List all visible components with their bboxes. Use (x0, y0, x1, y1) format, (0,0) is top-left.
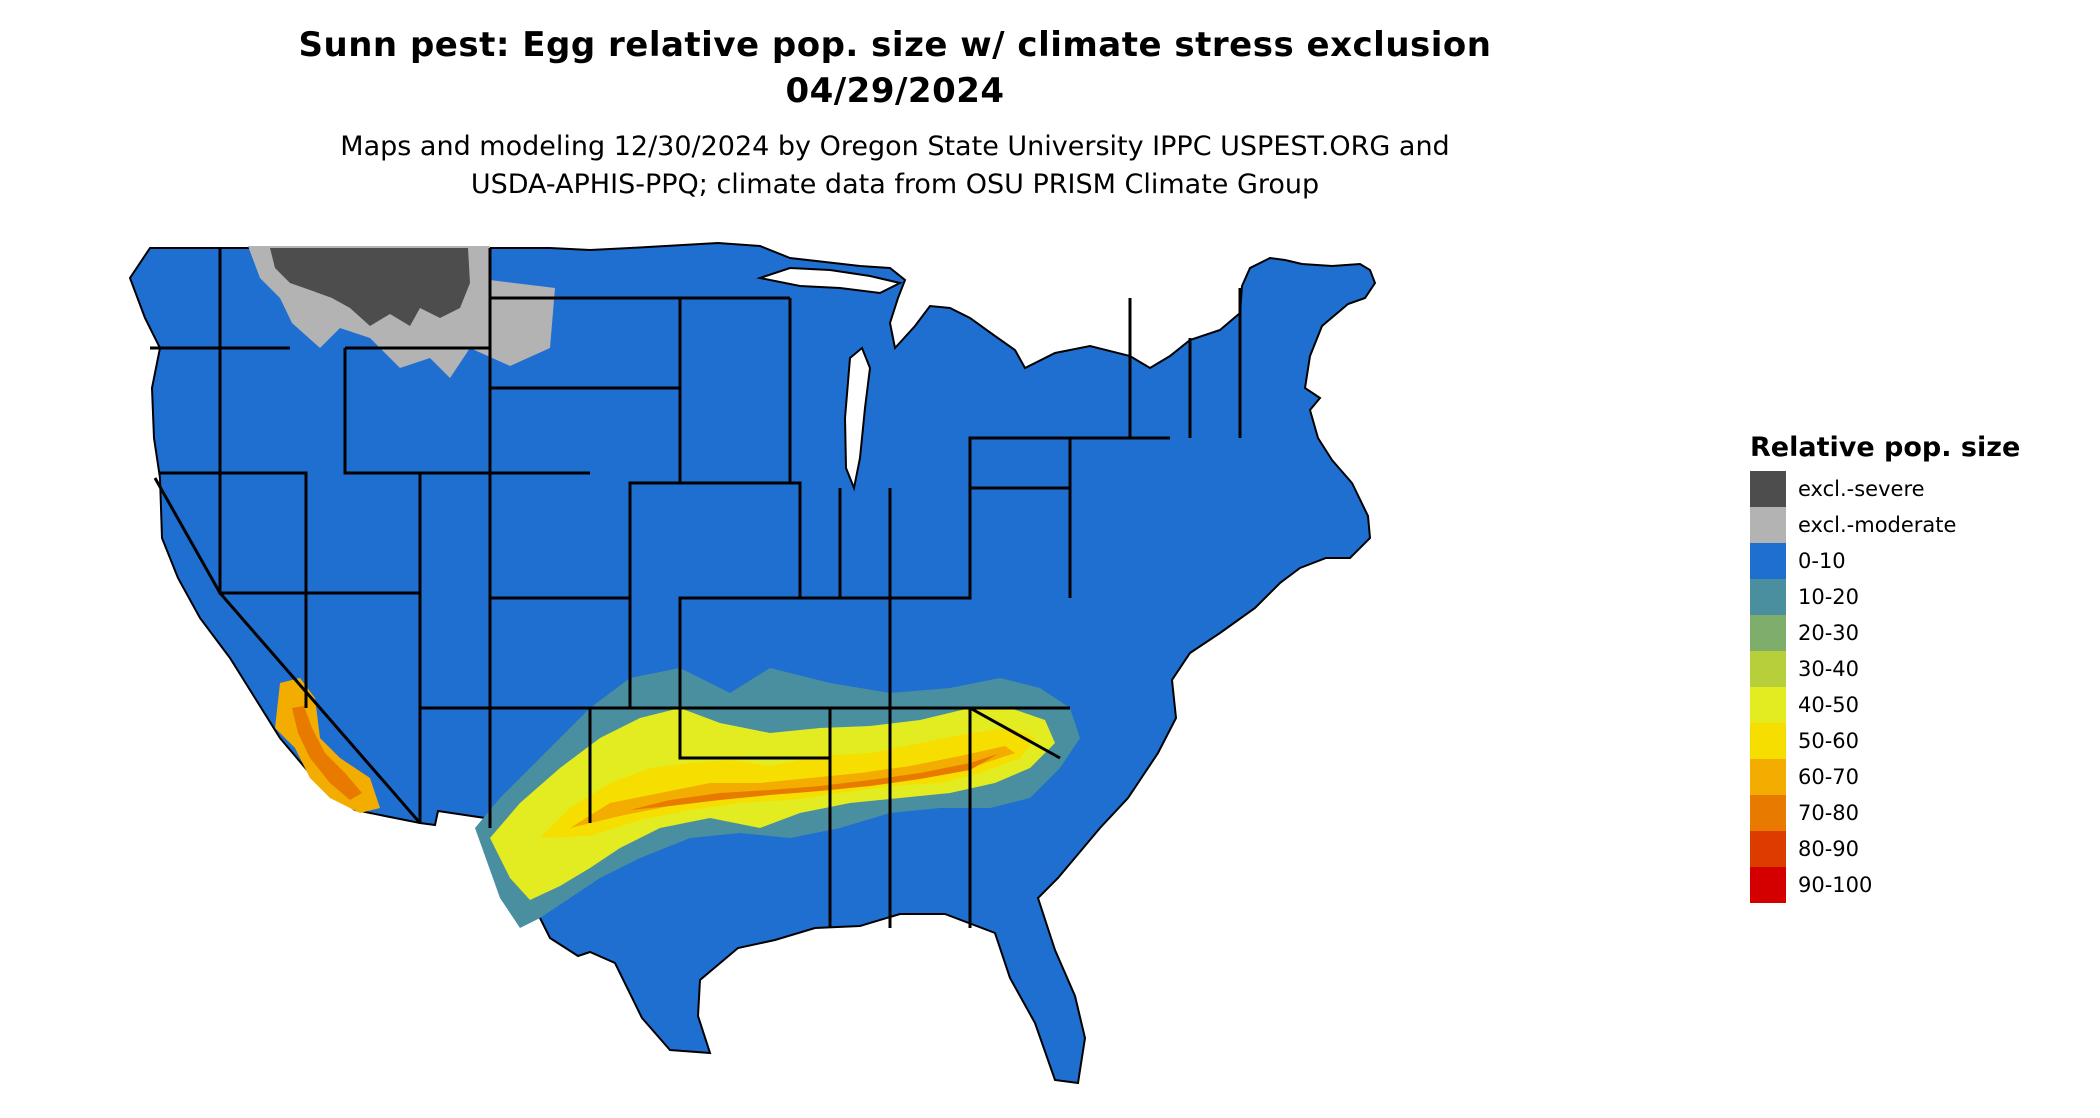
legend-item: 40-50 (1750, 687, 2020, 723)
legend-label: excl.-severe (1798, 477, 1925, 501)
state-borders (150, 248, 1242, 928)
legend-swatch (1750, 579, 1786, 615)
legend-label: 40-50 (1798, 693, 1860, 717)
legend-item: 80-90 (1750, 831, 2020, 867)
legend-item: excl.-moderate (1750, 507, 2020, 543)
legend-swatch (1750, 543, 1786, 579)
legend-swatch (1750, 507, 1786, 543)
subtitle-line-1: Maps and modeling 12/30/2024 by Oregon S… (340, 131, 1450, 162)
southwest-band-inner (292, 706, 362, 800)
legend-item: 60-70 (1750, 759, 2020, 795)
lake-michigan (843, 346, 872, 492)
legend-item: 20-30 (1750, 615, 2020, 651)
legend-item: 90-100 (1750, 867, 2020, 903)
legend-item: 0-10 (1750, 543, 2020, 579)
subtitle-block: Maps and modeling 12/30/2024 by Oregon S… (0, 128, 1790, 204)
lake-superior-shore (756, 266, 903, 295)
us-map (128, 241, 1377, 1085)
legend-swatch (1750, 615, 1786, 651)
legend-item: 30-40 (1750, 651, 2020, 687)
map-title: Sunn pest: Egg relative pop. size w/ cli… (298, 25, 1492, 65)
legend-label: 90-100 (1798, 873, 1873, 897)
legend-label: excl.-moderate (1798, 513, 1957, 537)
map-date: 04/29/2024 (785, 71, 1005, 111)
subtitle-line-2: USDA-APHIS-PPQ; climate data from OSU PR… (470, 169, 1320, 200)
excl-severe-area (270, 248, 470, 326)
title-block: Sunn pest: Egg relative pop. size w/ cli… (0, 22, 1790, 204)
legend-label: 80-90 (1798, 837, 1860, 861)
legend-label: 70-80 (1798, 801, 1860, 825)
legend-swatch (1750, 795, 1786, 831)
legend-item: 70-80 (1750, 795, 2020, 831)
band-70-80 (630, 754, 998, 810)
legend-swatch (1750, 831, 1786, 867)
legend-swatch (1750, 867, 1786, 903)
legend-rows: excl.-severe excl.-moderate 0-10 10-20 2… (1750, 471, 2020, 903)
legend-item: 50-60 (1750, 723, 2020, 759)
legend-label: 10-20 (1798, 585, 1860, 609)
legend-label: 50-60 (1798, 729, 1860, 753)
legend-swatch (1750, 723, 1786, 759)
legend-item: excl.-severe (1750, 471, 2020, 507)
band-60-70 (570, 746, 1015, 828)
legend-label: 60-70 (1798, 765, 1860, 789)
legend-title: Relative pop. size (1750, 432, 2021, 463)
us-landmass (128, 241, 1377, 1085)
legend-item: 10-20 (1750, 579, 2020, 615)
legend-swatch (1750, 687, 1786, 723)
legend-swatch (1750, 759, 1786, 795)
legend-label: 0-10 (1798, 549, 1846, 573)
legend-label: 20-30 (1798, 621, 1860, 645)
legend-label: 30-40 (1798, 657, 1860, 681)
legend: Relative pop. size excl.-severe excl.-mo… (1750, 432, 2020, 903)
legend-swatch (1750, 471, 1786, 507)
legend-swatch (1750, 651, 1786, 687)
